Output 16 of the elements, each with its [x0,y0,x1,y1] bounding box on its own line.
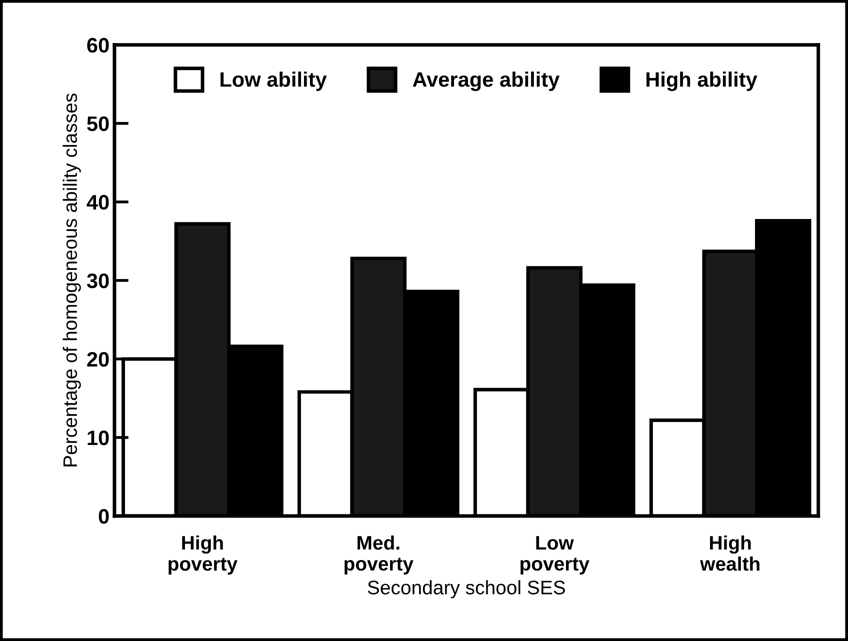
y-tick-label: 50 [87,116,109,132]
y-axis-title: Percentage of homogeneous ability classes [62,94,81,466]
x-tick-label: High wealth [700,535,760,571]
y-tick-label: 10 [88,430,109,446]
y-tick-label: 20 [87,352,109,367]
y-tick-label: 60 [87,38,109,53]
legend-label: High ability [646,72,758,92]
x-axis-title: Secondary school SES [368,580,565,598]
legend-label: Low ability [220,72,327,91]
x-tick-label: Low poverty [520,536,590,575]
y-tick-label: 40 [86,194,109,210]
x-tick-label: Med. poverty [344,535,414,575]
y-tick-label: 0 [98,509,109,524]
legend-label: Average ability [412,72,560,92]
y-tick-label: 30 [86,273,109,288]
x-tick-label: High poverty [168,535,238,575]
